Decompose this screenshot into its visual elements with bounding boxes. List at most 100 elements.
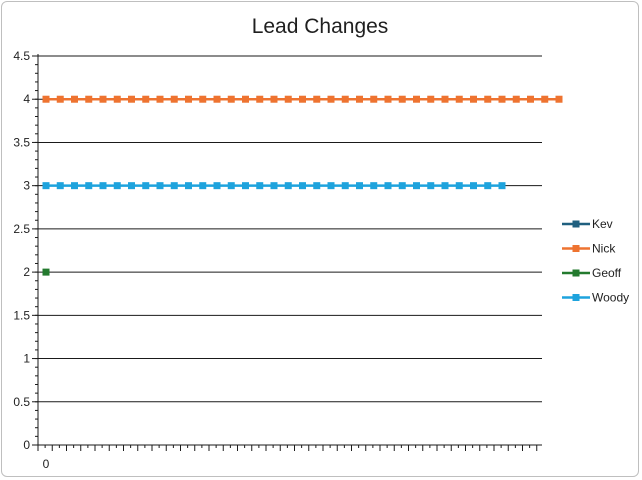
data-point: [541, 95, 549, 103]
data-point: [199, 182, 207, 190]
data-point: [156, 182, 164, 190]
data-point: [327, 182, 335, 190]
x-tick-label: 0: [43, 457, 50, 471]
data-point: [284, 95, 292, 103]
data-point: [242, 95, 249, 103]
y-tick-label: 4: [23, 92, 30, 106]
legend-entry-geoff: Geoff: [562, 266, 622, 280]
data-point: [42, 95, 50, 103]
data-point: [356, 95, 363, 103]
data-point: [384, 95, 392, 103]
y-tick-label: 1.5: [13, 308, 30, 322]
data-point: [85, 182, 93, 190]
data-point: [427, 182, 435, 190]
data-point: [227, 182, 235, 190]
data-point: [341, 182, 349, 190]
data-point: [199, 95, 207, 103]
data-point: [213, 182, 221, 190]
legend-label: Kev: [592, 217, 613, 231]
data-point: [370, 95, 378, 103]
legend: Kev Nick Geoff Woody: [562, 217, 629, 305]
data-point: [185, 182, 192, 190]
legend-entry-nick: Nick: [562, 242, 616, 256]
data-point: [455, 182, 463, 190]
y-tick-label: 3: [23, 179, 30, 193]
data-point: [384, 182, 392, 190]
chart-title: Lead Changes: [252, 15, 389, 38]
data-point: [284, 182, 292, 190]
data-point: [413, 182, 420, 190]
data-point: [527, 95, 534, 103]
data-point: [327, 95, 335, 103]
series-woody: [42, 182, 506, 190]
data-point: [299, 182, 306, 190]
data-point: [71, 182, 78, 190]
data-point: [341, 95, 349, 103]
legend-entry-kev: Kev: [562, 217, 613, 231]
data-point: [370, 182, 378, 190]
data-point: [512, 95, 520, 103]
legend-label: Woody: [592, 291, 629, 305]
series-geoff: [42, 268, 50, 276]
data-point: [256, 182, 264, 190]
data-point: [484, 95, 492, 103]
data-point: [498, 182, 506, 190]
legend-marker: [572, 245, 580, 252]
data-point: [213, 95, 221, 103]
data-point: [185, 95, 192, 103]
data-point: [42, 268, 50, 276]
axes: 0 0.5 1 1.5 2 2.5 3 3.5 4 4.5 0: [13, 49, 542, 471]
data-point: [313, 182, 321, 190]
legend-marker: [572, 220, 580, 228]
data-point: [170, 182, 178, 190]
data-point: [85, 95, 93, 103]
data-point: [498, 95, 506, 103]
data-point: [398, 182, 406, 190]
data-point: [71, 95, 78, 103]
series-nick: [42, 95, 563, 103]
data-point: [270, 95, 278, 103]
data-point: [356, 182, 363, 190]
legend-marker: [572, 294, 580, 301]
data-point: [256, 95, 264, 103]
data-point: [56, 95, 64, 103]
data-point: [128, 95, 135, 103]
data-point: [142, 182, 150, 190]
data-point: [142, 95, 150, 103]
y-tick-label: 0: [23, 438, 30, 452]
data-point: [56, 182, 64, 190]
y-tick-label: 3.5: [13, 135, 30, 149]
gridlines: [38, 55, 542, 403]
data-point: [227, 95, 235, 103]
data-point: [441, 182, 449, 190]
data-point: [413, 95, 420, 103]
y-tick-label: 1: [23, 352, 30, 366]
data-point: [427, 95, 435, 103]
data-point: [470, 182, 477, 190]
y-tick-label: 4.5: [13, 49, 30, 63]
data-point: [99, 182, 107, 190]
data-point: [270, 182, 278, 190]
data-point: [455, 95, 463, 103]
data-point: [242, 182, 249, 190]
legend-label: Geoff: [592, 266, 622, 280]
y-tick-label: 2.5: [13, 222, 30, 236]
data-point: [484, 182, 492, 190]
y-tick-label: 2: [23, 265, 30, 279]
data-point: [555, 95, 563, 103]
data-point: [313, 95, 321, 103]
series-lines: [42, 95, 563, 276]
data-point: [128, 182, 135, 190]
data-point: [470, 95, 477, 103]
data-point: [42, 182, 50, 190]
y-tick-label: 0.5: [13, 395, 30, 409]
data-point: [441, 95, 449, 103]
data-point: [170, 95, 178, 103]
data-point: [113, 95, 121, 103]
data-point: [99, 95, 107, 103]
data-point: [113, 182, 121, 190]
data-point: [299, 95, 306, 103]
legend-marker: [572, 269, 580, 277]
